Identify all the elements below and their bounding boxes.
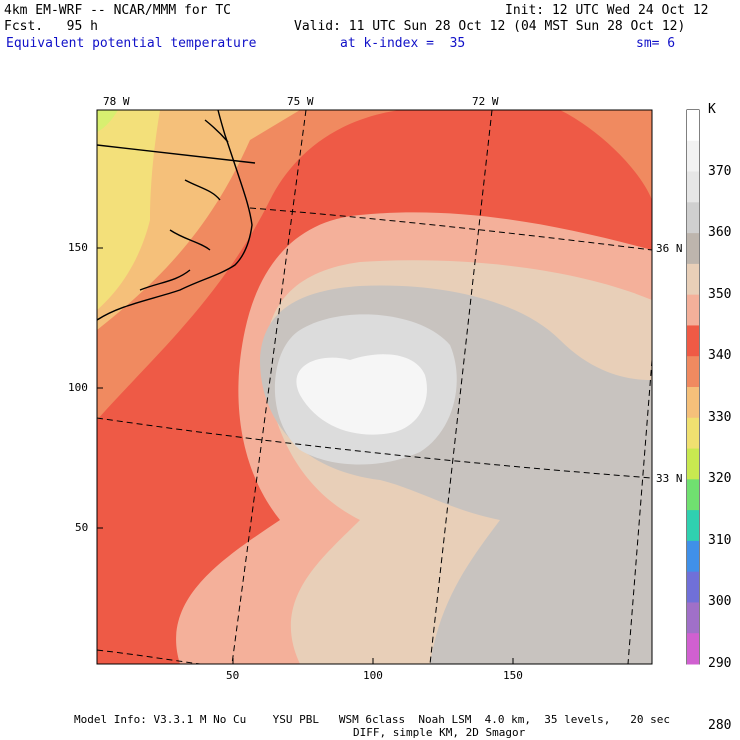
field-name: Equivalent potential temperature bbox=[6, 36, 257, 51]
colorbar-swatch bbox=[687, 110, 699, 142]
colorbar-swatch bbox=[687, 448, 699, 480]
land-warm bbox=[97, 110, 160, 310]
colorbar-swatch bbox=[687, 479, 699, 511]
y-tick-150: 150 bbox=[68, 241, 88, 254]
level-index: at k-index = 35 bbox=[340, 36, 466, 51]
lon-label-72w: 72 W bbox=[472, 95, 499, 108]
colorbar-swatch bbox=[687, 325, 699, 357]
colorbar-label: 360 bbox=[708, 225, 732, 241]
colorbar-swatch bbox=[687, 263, 699, 296]
colorbar-swatch bbox=[687, 387, 699, 419]
coastline bbox=[97, 110, 256, 321]
graticule bbox=[97, 110, 652, 664]
colorbar-swatch bbox=[687, 233, 699, 265]
lat-label-33n: 33 N bbox=[656, 472, 683, 485]
colorbar-swatch bbox=[687, 540, 699, 573]
x-tick-150: 150 bbox=[503, 669, 523, 682]
map-frame bbox=[96, 109, 653, 665]
axis-ticks bbox=[97, 247, 514, 664]
colorbar-swatch bbox=[687, 417, 699, 450]
lon-label-75w: 75 W bbox=[287, 95, 314, 108]
colorbar-label: 300 bbox=[708, 594, 732, 610]
colorbar-label: 370 bbox=[708, 163, 732, 179]
colorbar-swatch bbox=[687, 633, 699, 665]
valid-time: Valid: 11 UTC Sun 28 Oct 12 (04 MST Sun … bbox=[294, 19, 686, 34]
land-greenish bbox=[97, 110, 118, 132]
model-title: 4km EM-WRF -- NCAR/MMM for TC bbox=[4, 3, 231, 18]
colorbar bbox=[686, 109, 700, 665]
colorbar-label: 330 bbox=[708, 409, 732, 425]
colorbar-label: 310 bbox=[708, 532, 732, 548]
lon-label-78w: 78 W bbox=[103, 95, 130, 108]
colorbar-swatch bbox=[687, 356, 699, 388]
x-tick-50: 50 bbox=[226, 669, 240, 682]
model-info: Model Info: V3.3.1 M No Cu YSU PBL WSM 6… bbox=[74, 713, 671, 726]
colorbar-label: 280 bbox=[708, 717, 732, 733]
colorbar-swatch bbox=[687, 510, 699, 542]
smoothing: sm= 6 bbox=[636, 36, 676, 51]
colorbar-swatch bbox=[687, 602, 699, 634]
eye-white bbox=[296, 354, 427, 435]
forecast-hour: Fcst. 95 h bbox=[4, 19, 98, 34]
init-time: Init: 12 UTC Wed 24 Oct 12 bbox=[505, 3, 709, 18]
y-tick-50: 50 bbox=[75, 521, 89, 534]
colorbar-label: 340 bbox=[708, 348, 732, 364]
x-tick-100: 100 bbox=[363, 669, 383, 682]
lat-label-36n: 36 N bbox=[656, 242, 683, 255]
colorbar-unit: K bbox=[708, 102, 716, 117]
colorbar-swatch bbox=[687, 202, 699, 234]
colorbar-swatch bbox=[687, 571, 699, 603]
colorbar-swatch bbox=[687, 140, 699, 173]
colorbar-label: 290 bbox=[708, 656, 732, 671]
colorbar-swatch bbox=[687, 171, 699, 203]
theta-e-field bbox=[97, 110, 652, 664]
model-info-diff: DIFF, simple KM, 2D Smagor bbox=[353, 726, 526, 739]
colorbar-label: 320 bbox=[708, 471, 732, 487]
y-tick-100: 100 bbox=[68, 381, 88, 394]
colorbar-label: 350 bbox=[708, 286, 732, 302]
colorbar-swatch bbox=[687, 294, 699, 326]
